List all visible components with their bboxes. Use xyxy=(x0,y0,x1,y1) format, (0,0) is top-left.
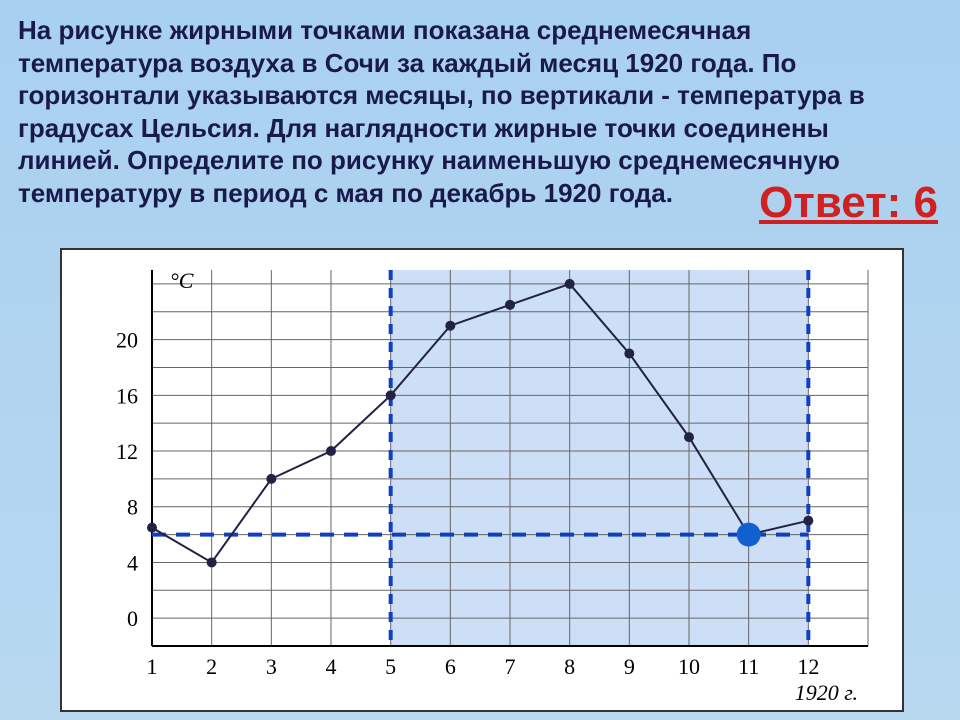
svg-text:20: 20 xyxy=(116,328,138,353)
problem-text: На рисунке жирными точками показана сред… xyxy=(18,14,868,209)
svg-text:1: 1 xyxy=(147,654,158,679)
svg-text:4: 4 xyxy=(326,654,337,679)
svg-text:8: 8 xyxy=(127,495,138,520)
answer-label: Ответ: 6 xyxy=(759,178,938,228)
svg-text:2: 2 xyxy=(206,654,217,679)
svg-text:12: 12 xyxy=(116,439,138,464)
svg-text:10: 10 xyxy=(678,654,700,679)
svg-text:9: 9 xyxy=(624,654,635,679)
svg-text:3: 3 xyxy=(266,654,277,679)
svg-text:8: 8 xyxy=(564,654,575,679)
svg-text:16: 16 xyxy=(116,383,138,408)
svg-text:11: 11 xyxy=(738,654,759,679)
svg-text:1920 г.: 1920 г. xyxy=(795,680,858,705)
svg-text:12: 12 xyxy=(797,654,819,679)
svg-text:6: 6 xyxy=(445,654,456,679)
svg-text:7: 7 xyxy=(505,654,516,679)
svg-text:°C: °C xyxy=(170,268,194,293)
svg-text:4: 4 xyxy=(127,550,138,575)
temperature-chart: 048121620°C1234567891011121920 г. xyxy=(60,248,904,712)
svg-text:5: 5 xyxy=(385,654,396,679)
svg-text:0: 0 xyxy=(127,606,138,631)
